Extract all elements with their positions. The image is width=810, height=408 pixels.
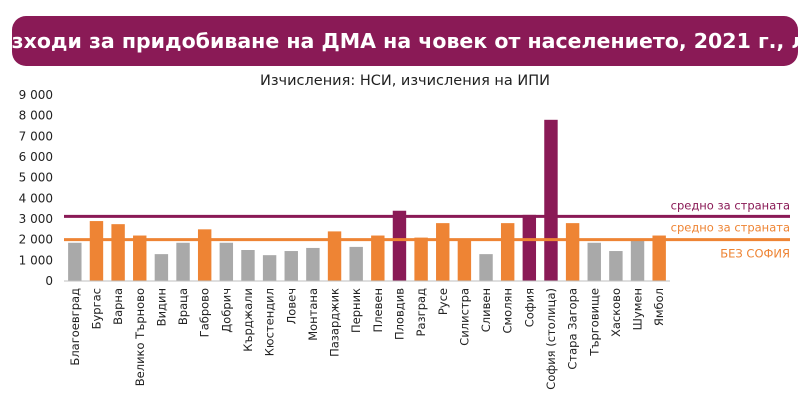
x-tick-label: Разград (414, 288, 428, 336)
x-tick-label: Пловдив (392, 288, 406, 340)
x-tick-label: Монтана (306, 288, 320, 341)
bar (219, 242, 234, 281)
bar (414, 237, 428, 281)
x-tick-label: Габрово (198, 288, 212, 337)
x-tick-label: Варна (111, 288, 125, 325)
x-tick-label: София (522, 288, 536, 327)
bar (587, 242, 601, 281)
x-tick-label: Стара Загора (566, 288, 580, 370)
bar (68, 242, 82, 281)
bar (392, 210, 407, 281)
bar (197, 229, 212, 281)
x-tick-label: Кюстендил (263, 288, 277, 356)
x-tick-label: Видин (154, 288, 168, 326)
x-tick-label: Ловеч (284, 288, 298, 324)
bar (154, 254, 169, 281)
bar (479, 254, 493, 281)
y-tick-label: 4 000 (19, 191, 53, 205)
bar (111, 224, 125, 281)
bar (522, 214, 537, 281)
x-tick-label: Благоевград (68, 288, 82, 366)
x-tick-label: Хасково (609, 288, 623, 337)
y-tick-label: 6 000 (19, 150, 53, 164)
bar (565, 223, 580, 281)
y-tick-label: 9 000 (19, 88, 53, 102)
x-tick-label: Бургас (89, 288, 103, 329)
x-tick-label: Шумен (631, 288, 645, 330)
bar (652, 235, 666, 281)
bar (327, 231, 342, 281)
bar (457, 238, 472, 281)
x-tick-label: Перник (349, 288, 363, 333)
bar (133, 235, 147, 281)
y-tick-label: 3 000 (19, 212, 53, 226)
y-tick-label: 1 000 (19, 253, 53, 267)
x-tick-label: Ямбол (652, 288, 666, 326)
chart-subtitle: Изчисления: НСИ, изчисления на ИПИ (259, 73, 550, 89)
bar (349, 246, 363, 281)
bar (306, 247, 320, 281)
x-tick-label: Добрич (219, 288, 233, 333)
x-tick-label: Плевен (371, 288, 385, 332)
title-banner: Разходи за придобиване на ДМА на човек о… (0, 16, 810, 66)
x-tick-label: Кърджали (241, 288, 255, 352)
bar (371, 235, 385, 281)
x-tick-label: Сливен (479, 288, 493, 332)
y-tick-label: 7 000 (19, 129, 53, 143)
x-tick-label: Пазарджик (328, 288, 342, 357)
bar (176, 242, 190, 281)
x-tick-label: София (столица) (544, 288, 558, 390)
bar (284, 251, 298, 281)
y-tick-label: 0 (45, 274, 53, 288)
y-tick-label: 5 000 (19, 171, 53, 185)
bar (544, 119, 558, 281)
bar (241, 250, 255, 281)
x-tick-label: Враца (176, 288, 190, 325)
reference-line-label: средно за страната (671, 198, 790, 212)
x-tick-label: Силистра (457, 288, 471, 346)
chart-title: Разходи за придобиване на ДМА на човек о… (0, 29, 810, 53)
bar (89, 221, 104, 281)
x-tick-label: Смолян (501, 288, 515, 334)
bar (262, 255, 277, 281)
x-tick-label: Търговище (587, 288, 601, 357)
bar (436, 223, 450, 281)
reference-line-label: средно за страната БЕЗ СОФИЯ (671, 221, 790, 261)
bar (500, 223, 515, 281)
bar (609, 251, 623, 281)
y-tick-label: 2 000 (19, 233, 53, 247)
x-tick-label: Русе (436, 288, 450, 315)
x-tick-label: Велико Търново (133, 288, 147, 386)
y-tick-label: 8 000 (19, 109, 53, 123)
bar (630, 239, 645, 281)
